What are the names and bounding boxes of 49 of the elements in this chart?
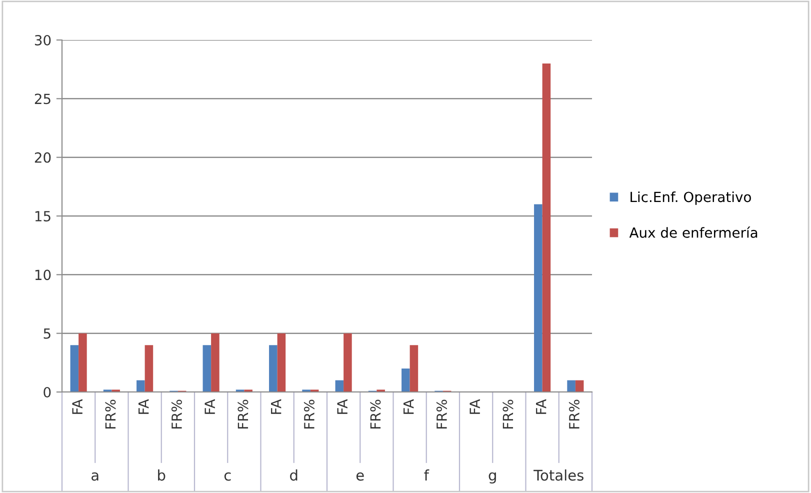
x-tick-label: FA — [204, 399, 215, 414]
bar — [78, 333, 87, 392]
x-tick-label: FR% — [370, 400, 381, 429]
text: d — [290, 469, 298, 481]
x-tick-label: FA — [536, 399, 546, 414]
bar — [144, 345, 154, 392]
text: e — [356, 472, 364, 481]
bar — [202, 345, 212, 392]
text: a — [92, 472, 98, 481]
x-tick-label: FA — [72, 399, 82, 414]
x-tick-label: FR% — [568, 400, 580, 429]
y-tick-label: 20 — [34, 152, 51, 163]
y-tick-label: 15 — [35, 211, 50, 222]
bar — [402, 368, 410, 392]
bar — [410, 345, 418, 392]
y-tick-label: 30 — [34, 34, 51, 46]
bar — [567, 380, 576, 392]
bar — [542, 63, 551, 392]
x-tick-label: FR% — [304, 400, 314, 429]
x-tick-label: FR% — [436, 400, 447, 429]
x-tick-label: FA — [470, 399, 480, 414]
x-tick-label: FR% — [238, 400, 248, 429]
text: Totales — [534, 469, 584, 481]
x-tick-label: FA — [138, 399, 149, 414]
x-tick-label: FA — [271, 399, 282, 414]
x-tick-label: FA — [337, 399, 348, 414]
text: c — [224, 472, 231, 481]
text: f — [424, 469, 430, 481]
y-tick-label: 0 — [44, 386, 51, 398]
bar — [344, 333, 352, 392]
y-tick-label: 5 — [44, 328, 50, 339]
x-tick-label: FR% — [171, 400, 182, 429]
bar — [70, 345, 79, 392]
bar — [277, 333, 286, 392]
bar — [136, 380, 145, 392]
legend-label: Aux de enfermería — [629, 226, 758, 238]
legend-label: Lic.Enf. Operativo — [630, 191, 751, 205]
x-tick-label: FR% — [502, 400, 514, 429]
bar — [534, 204, 542, 392]
y-tick-label: 10 — [35, 270, 51, 280]
bar — [335, 380, 344, 392]
x-tick-label: FA — [404, 399, 414, 414]
x-tick-label: FR% — [105, 400, 116, 429]
text: g — [488, 472, 496, 484]
text: b — [158, 469, 166, 481]
bar — [269, 345, 278, 392]
bar — [211, 333, 220, 392]
bar — [575, 380, 584, 392]
y-tick-label: 25 — [34, 94, 50, 104]
